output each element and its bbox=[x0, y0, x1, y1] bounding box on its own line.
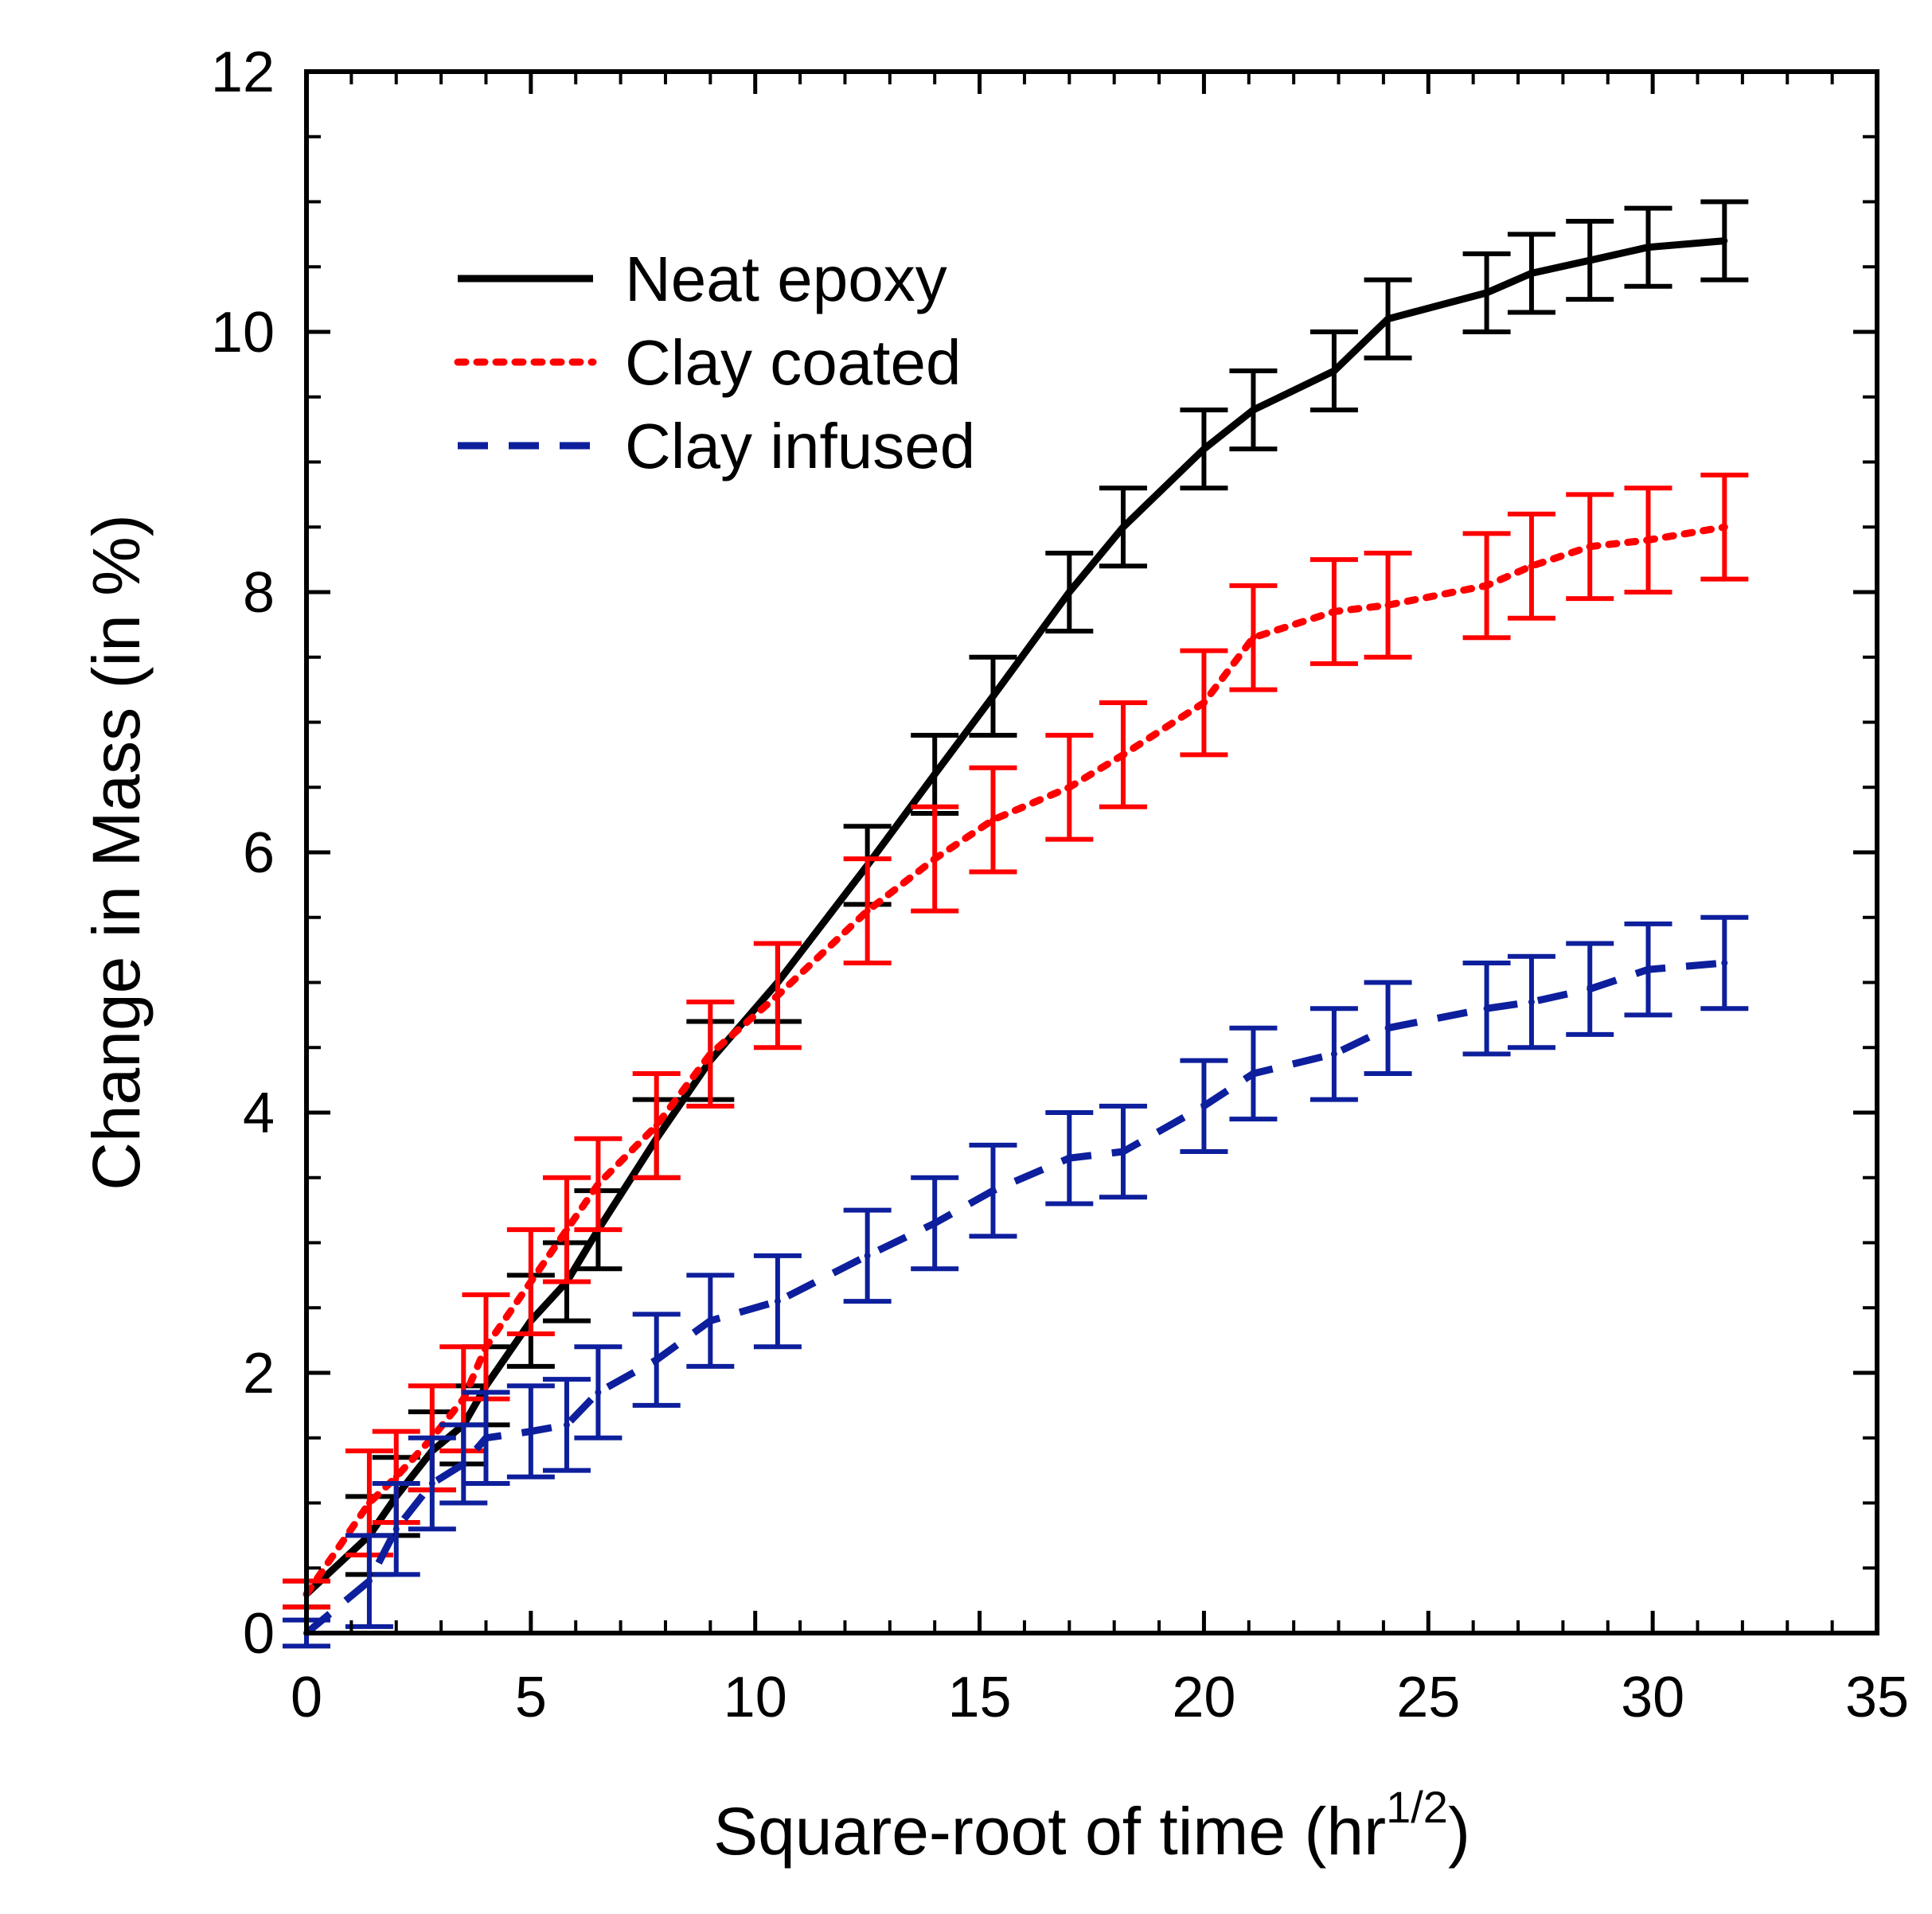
x-tick-label: 15 bbox=[948, 1666, 1012, 1729]
y-tick-label: 0 bbox=[243, 1602, 275, 1666]
data-point bbox=[365, 1499, 373, 1507]
data-point bbox=[1330, 368, 1337, 375]
data-point bbox=[653, 1356, 660, 1363]
data-point bbox=[1384, 602, 1391, 609]
legend-label: Neat epoxy bbox=[625, 244, 947, 314]
legend: Neat epoxy Clay coated Clay infused bbox=[454, 244, 975, 481]
x-tick-label: 10 bbox=[724, 1666, 787, 1729]
y-tick-label: 8 bbox=[243, 561, 275, 625]
ticks-layer: 0 5 10 15 20 25 30 35 0 2 4 6 8 10 12 bbox=[211, 41, 1909, 1729]
data-point bbox=[1645, 244, 1652, 251]
plot-frame bbox=[304, 69, 1879, 1635]
x-tick-label: 35 bbox=[1845, 1666, 1909, 1729]
x-tick-label: 30 bbox=[1621, 1666, 1684, 1729]
data-point bbox=[931, 856, 939, 863]
data-point bbox=[864, 907, 871, 914]
data-point bbox=[1483, 1005, 1490, 1012]
x-tick-label: 20 bbox=[1172, 1666, 1235, 1729]
data-point bbox=[1721, 524, 1728, 531]
y-tick-label: 2 bbox=[243, 1342, 275, 1405]
series-clay-infused bbox=[283, 914, 1749, 1649]
data-point bbox=[707, 1051, 714, 1058]
y-tick-label: 4 bbox=[243, 1082, 275, 1145]
data-point bbox=[707, 1317, 714, 1324]
data-point bbox=[1528, 999, 1535, 1006]
data-point bbox=[428, 1479, 435, 1487]
series-line bbox=[303, 237, 1725, 1597]
data-point bbox=[1384, 1024, 1391, 1031]
data-point bbox=[1483, 582, 1490, 589]
data-point bbox=[1330, 1051, 1337, 1058]
data-point bbox=[1066, 589, 1073, 595]
data-point bbox=[482, 1434, 490, 1441]
y-tick-label: 12 bbox=[211, 41, 275, 104]
data-point bbox=[482, 1343, 490, 1351]
data-point bbox=[1119, 751, 1126, 758]
data-point bbox=[527, 1428, 534, 1435]
x-tick-label: 0 bbox=[291, 1666, 322, 1729]
data-point bbox=[1066, 1155, 1073, 1162]
data-point bbox=[1587, 257, 1594, 264]
data-point bbox=[1250, 407, 1257, 414]
data-point bbox=[1721, 959, 1728, 966]
data-point bbox=[774, 1298, 781, 1305]
data-point bbox=[1384, 315, 1391, 322]
data-point bbox=[774, 992, 781, 999]
data-point bbox=[392, 1473, 400, 1480]
data-point bbox=[1721, 237, 1728, 244]
data-point bbox=[1119, 1148, 1126, 1156]
y-tick-label: 10 bbox=[211, 301, 275, 364]
data-point bbox=[989, 692, 997, 700]
data-point bbox=[989, 817, 997, 824]
series-line bbox=[304, 959, 1725, 1636]
data-point bbox=[1200, 699, 1208, 706]
data-point bbox=[595, 1389, 602, 1396]
x-axis-title-close: ) bbox=[1448, 1794, 1470, 1869]
data-point bbox=[460, 1460, 467, 1468]
data-point bbox=[1587, 543, 1594, 550]
data-point bbox=[460, 1395, 467, 1402]
data-point bbox=[392, 1526, 400, 1533]
data-point bbox=[1250, 1070, 1257, 1077]
x-axis-title-main: Square-root of time (hr bbox=[713, 1794, 1386, 1869]
x-tick-label: 5 bbox=[515, 1666, 547, 1729]
data-point bbox=[1250, 634, 1257, 641]
data-point bbox=[1200, 1102, 1208, 1109]
series-clay-coated bbox=[283, 472, 1749, 1610]
data-point bbox=[1645, 536, 1652, 544]
series-layer bbox=[283, 199, 1749, 1649]
series-neat-epoxy bbox=[283, 199, 1749, 1610]
data-point bbox=[1119, 524, 1126, 531]
data-point bbox=[931, 1219, 939, 1226]
data-point bbox=[595, 1180, 602, 1187]
data-point bbox=[931, 770, 939, 778]
data-point bbox=[1330, 608, 1337, 615]
data-point bbox=[1645, 966, 1652, 973]
data-point bbox=[1483, 289, 1490, 296]
x-tick-label: 25 bbox=[1396, 1666, 1460, 1729]
data-point bbox=[563, 1226, 570, 1234]
data-point bbox=[864, 1252, 871, 1259]
data-point bbox=[1200, 446, 1208, 453]
data-point bbox=[989, 1187, 997, 1195]
y-axis-title: Change in Mass (in %) bbox=[79, 514, 154, 1191]
data-point bbox=[1587, 985, 1594, 992]
x-axis-title-superscript: 1/2 bbox=[1386, 1782, 1448, 1832]
legend-label: Clay coated bbox=[625, 327, 961, 398]
data-point bbox=[1528, 563, 1535, 570]
data-point bbox=[1066, 784, 1073, 791]
data-point bbox=[563, 1421, 570, 1429]
legend-label: Clay infused bbox=[625, 411, 975, 481]
data-point bbox=[527, 1278, 534, 1285]
data-point bbox=[365, 1577, 373, 1585]
x-axis-title: Square-root of time (hr1/2) bbox=[713, 1782, 1470, 1869]
y-tick-label: 6 bbox=[243, 821, 275, 885]
data-point bbox=[653, 1122, 660, 1129]
series-line bbox=[302, 523, 1728, 1598]
data-point bbox=[1528, 270, 1535, 277]
